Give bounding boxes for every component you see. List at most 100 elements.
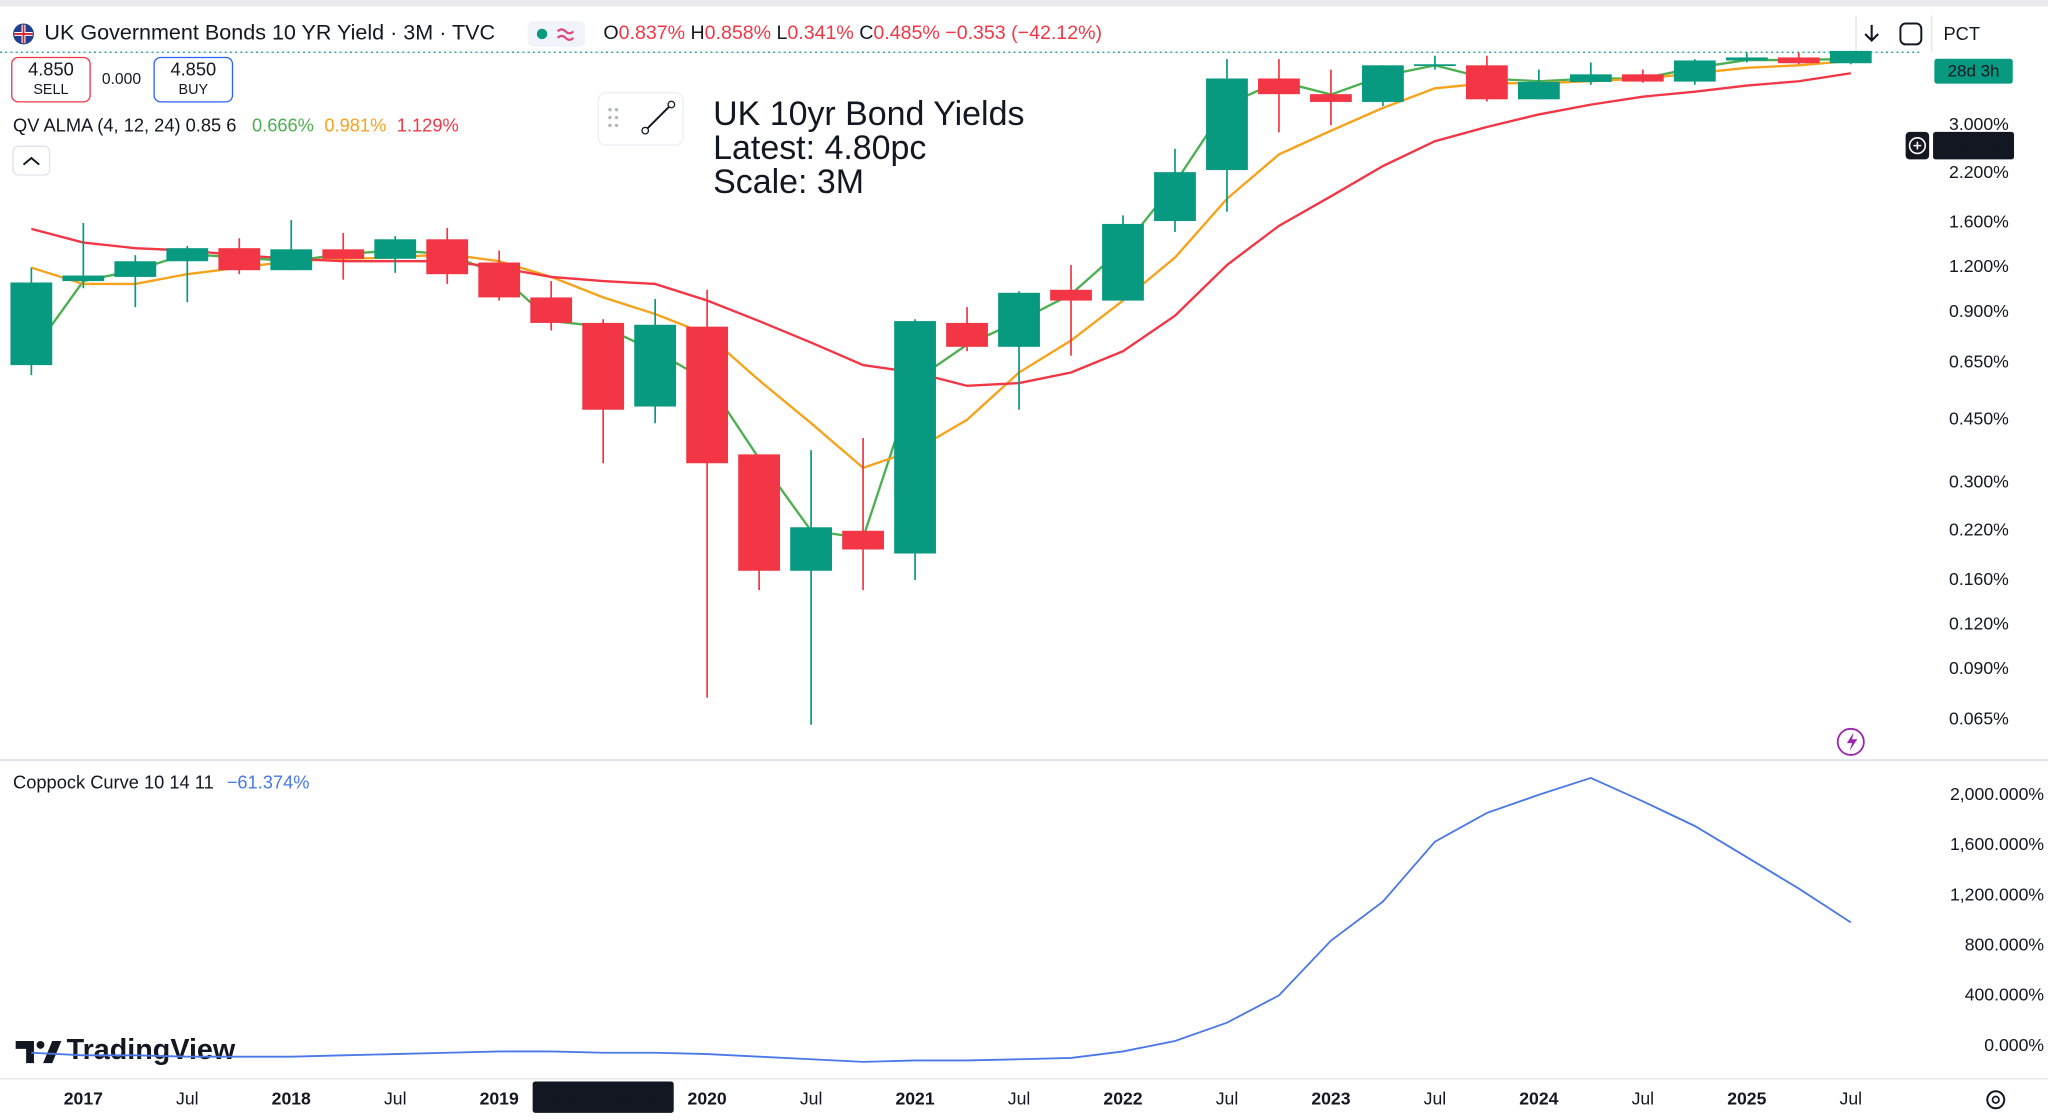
indicator-name: Coppock Curve 10 14 11	[13, 772, 214, 793]
ohlc-label: C	[859, 22, 873, 44]
x-tick-label: Jul	[1008, 1088, 1031, 1108]
spread: 0.000	[102, 71, 141, 88]
candle-body	[1310, 94, 1352, 102]
plot-area	[10, 50, 1872, 725]
candle-body	[582, 322, 625, 410]
candle-body	[1414, 64, 1456, 67]
ohlc-label: L	[777, 22, 788, 44]
x-tick-label: 2020	[688, 1088, 727, 1108]
candle-body	[790, 527, 832, 571]
alert-icon-bolt	[1846, 732, 1858, 752]
x-tick-label: Jul	[384, 1088, 407, 1108]
trendline-tool[interactable]	[644, 103, 673, 132]
x-tick-label: 2024	[1519, 1088, 1558, 1108]
y-tick-label: 0.650%	[1949, 351, 2009, 371]
candle-body	[738, 454, 781, 571]
candle-body	[1154, 172, 1196, 222]
candle-body	[1569, 74, 1612, 82]
indicator-value: 0.981%	[324, 115, 386, 136]
trendline-tool-end	[641, 126, 650, 135]
coppock-line	[31, 776, 1852, 1063]
x-tick-label: Jul	[1840, 1088, 1863, 1108]
indicator-name: QV ALMA (4, 12, 24) 0.85 6	[13, 115, 236, 136]
candle-body	[426, 239, 469, 275]
buy-button[interactable]	[153, 56, 234, 103]
candle-body	[686, 326, 729, 464]
y-tick-label: 0.450%	[1949, 408, 2009, 428]
indicator-value: 0.666%	[252, 115, 314, 136]
add-icon	[1908, 137, 1927, 155]
sell-label: SELL	[33, 82, 68, 98]
crosshair-time-badge	[532, 1081, 674, 1113]
add-icon	[1913, 141, 1922, 150]
candle-body	[998, 292, 1040, 347]
candle-body	[478, 262, 521, 298]
annotation-line: UK 10yr Bond Yields	[713, 95, 1024, 133]
y-tick-label: 0.065%	[1949, 709, 2009, 729]
settings-button[interactable]	[1986, 1090, 2006, 1110]
candle-body	[1362, 65, 1404, 102]
candle-body	[166, 248, 209, 262]
candle-body	[62, 275, 105, 282]
candle-body	[1829, 50, 1872, 64]
scale-label[interactable]: PCT	[1944, 23, 1981, 44]
collapse-button[interactable]	[12, 145, 51, 176]
crosshair-time: Mon 01 Jul '19	[546, 1087, 660, 1107]
y-tick-label: 400.000%	[1965, 985, 2045, 1005]
ohlc-label: H	[691, 22, 705, 44]
x-tick-label: 2021	[895, 1088, 934, 1108]
x-tick-label: Jul	[176, 1088, 199, 1108]
y-tick-label: 800.000%	[1965, 935, 2045, 955]
candle-body	[634, 324, 677, 407]
collapse-icon	[22, 156, 40, 166]
candle-body	[114, 261, 157, 277]
status-badge[interactable]	[527, 20, 586, 48]
sell-price: 4.850	[28, 58, 74, 79]
ohlc-value: 0.858%	[705, 22, 771, 44]
status-icon	[556, 28, 575, 41]
symbol-title: UK Government Bonds 10 YR Yield · 3M · T…	[44, 20, 495, 45]
y-tick-label: 0.090%	[1949, 658, 2009, 678]
x-tick-label: Jul	[1216, 1088, 1239, 1108]
candle-body	[270, 249, 313, 271]
countdown-badge	[1934, 58, 2013, 84]
y-tick-label: 1,200.000%	[1950, 884, 2044, 904]
ohlc-values: O0.837% H0.858% L0.341% C0.485% −0.353 (…	[603, 22, 1102, 44]
y-tick-label: 2.200%	[1949, 162, 2009, 182]
candle-body	[1673, 60, 1716, 82]
x-tick-label: 2017	[64, 1088, 103, 1108]
status-dot	[536, 28, 548, 40]
moving-average-line	[31, 72, 1851, 388]
x-tick-label: 2018	[272, 1088, 311, 1108]
annotation-line: Scale: 3M	[713, 163, 864, 201]
ohlc-value: 0.485%	[873, 22, 939, 44]
x-tick-label: 2023	[1311, 1088, 1350, 1108]
trendline-tool-end	[667, 100, 676, 109]
candle-body	[1206, 78, 1248, 171]
y-tick-label: 0.120%	[1949, 613, 2009, 633]
ohlc-label: O	[603, 22, 618, 44]
y-tick-label: 1,600.000%	[1950, 834, 2044, 854]
candle-body	[894, 321, 936, 554]
y-tick-label: 0.900%	[1949, 301, 2009, 321]
candle-body	[322, 249, 365, 259]
ohlc-value: 0.341%	[787, 22, 853, 44]
ohlc-value: 0.837%	[619, 22, 685, 44]
annotation-line: Latest: 4.80pc	[713, 129, 926, 167]
candle-body	[946, 322, 988, 347]
indicator-value: −61.374%	[227, 772, 310, 793]
download-button[interactable]	[1864, 24, 1879, 42]
x-tick-label: Jul	[800, 1088, 823, 1108]
replay-button[interactable]	[1899, 22, 1923, 46]
crosshair-price: 2.627%	[1945, 136, 2003, 155]
indicator-value: 1.129%	[397, 115, 459, 136]
x-tick-label: 2022	[1103, 1088, 1142, 1108]
buy-label: BUY	[179, 82, 209, 98]
sell-button[interactable]	[11, 56, 91, 103]
buy-price: 4.850	[170, 58, 216, 79]
x-tick-label: 2025	[1727, 1088, 1766, 1108]
indicator-legend: QV ALMA (4, 12, 24) 0.85 6 0.666% 0.981% 1…	[13, 115, 459, 136]
drawing-toolbar[interactable]	[597, 92, 684, 146]
logo-mark	[15, 1040, 62, 1064]
